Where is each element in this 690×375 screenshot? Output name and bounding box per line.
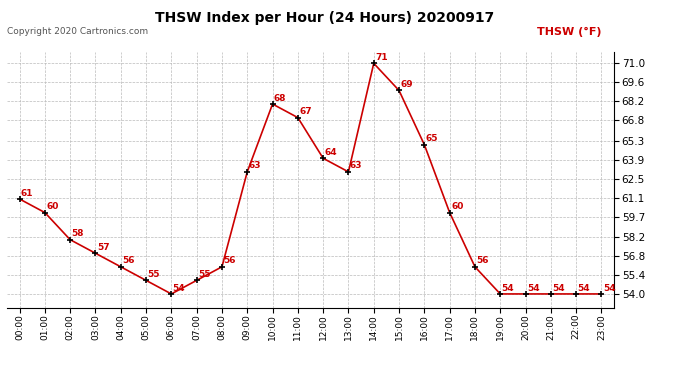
Text: 61: 61 [21, 189, 33, 198]
Text: 55: 55 [198, 270, 210, 279]
Text: 71: 71 [375, 53, 388, 62]
Text: 54: 54 [172, 284, 186, 292]
Text: 58: 58 [72, 229, 84, 238]
Text: 54: 54 [502, 284, 514, 292]
Text: 68: 68 [274, 94, 286, 103]
Text: THSW Index per Hour (24 Hours) 20200917: THSW Index per Hour (24 Hours) 20200917 [155, 11, 494, 25]
Text: 54: 54 [603, 284, 615, 292]
Text: 69: 69 [400, 80, 413, 89]
Text: 63: 63 [248, 162, 261, 171]
Text: 65: 65 [426, 134, 438, 143]
Text: 56: 56 [476, 256, 489, 265]
Text: 57: 57 [97, 243, 110, 252]
Text: Copyright 2020 Cartronics.com: Copyright 2020 Cartronics.com [7, 27, 148, 36]
Text: 56: 56 [122, 256, 135, 265]
Text: 55: 55 [148, 270, 160, 279]
Text: 54: 54 [527, 284, 540, 292]
Text: THSW (°F): THSW (°F) [538, 27, 602, 37]
Text: 63: 63 [350, 162, 362, 171]
Text: 54: 54 [578, 284, 590, 292]
Text: 56: 56 [224, 256, 236, 265]
Text: 60: 60 [46, 202, 59, 211]
Text: 60: 60 [451, 202, 464, 211]
Text: 54: 54 [552, 284, 565, 292]
Text: 64: 64 [324, 148, 337, 157]
Text: 67: 67 [299, 107, 312, 116]
